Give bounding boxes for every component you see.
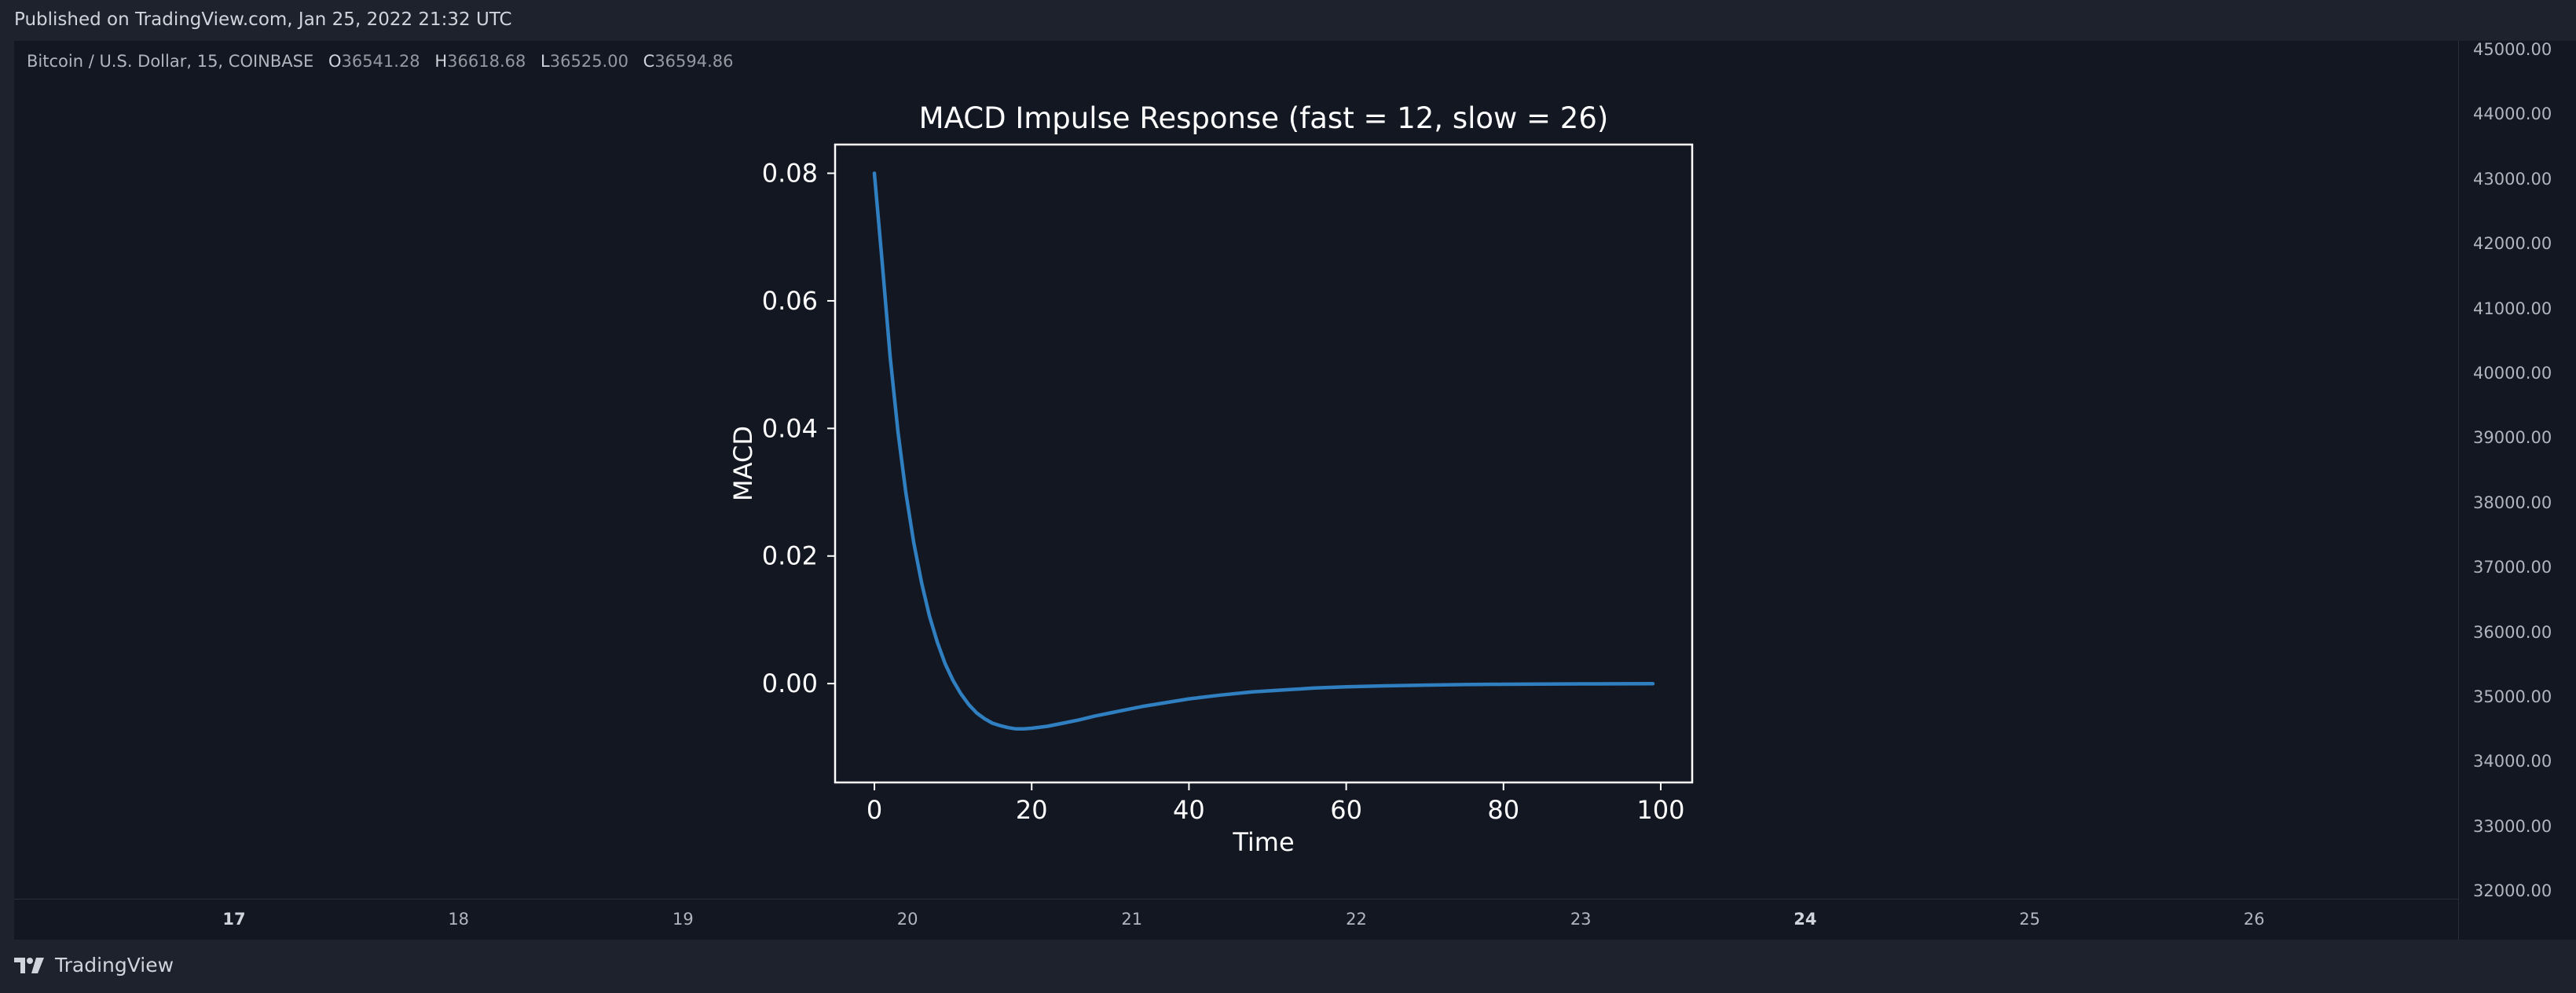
x-tick-label: 0 [867,795,882,825]
low-value: 36525.00 [549,52,628,71]
x-tick-label: 20 [1016,795,1048,825]
price-label: 33000.00 [2473,816,2552,836]
y-tick-label: 0.02 [762,541,818,571]
brand[interactable]: TradingView [13,954,174,977]
price-label: 37000.00 [2473,558,2552,577]
y-tick-label: 0.00 [762,669,818,698]
published-note: Published on TradingView.com, Jan 25, 20… [14,9,512,30]
date-label: 26 [2243,910,2265,929]
date-label: 20 [896,910,918,929]
price-label: 34000.00 [2473,752,2552,771]
x-tick-label: 60 [1330,795,1362,825]
price-label: 38000.00 [2473,493,2552,512]
price-label: 35000.00 [2473,687,2552,706]
price-label: 39000.00 [2473,428,2552,448]
date-label: 22 [1346,910,1367,929]
date-label: 17 [222,910,246,929]
time-axis[interactable] [14,899,2458,940]
x-tick-label: 40 [1173,795,1205,825]
symbol-name: Bitcoin / U.S. Dollar, 15, COINBASE [27,52,314,71]
close-value: 36594.86 [654,52,734,71]
price-label: 43000.00 [2473,169,2552,189]
date-label: 19 [672,910,694,929]
x-tick-label: 80 [1487,795,1519,825]
price-label: 45000.00 [2473,40,2552,59]
symbol-legend: Bitcoin / U.S. Dollar, 15, COINBASE O365… [27,52,734,71]
low-label: L [540,52,550,71]
price-label: 44000.00 [2473,104,2552,124]
tradingview-logo-icon [14,957,44,973]
brand-name: TradingView [55,954,174,977]
open-value: 36541.28 [341,52,420,71]
price-axis[interactable] [2458,41,2576,940]
top-bar: Published on TradingView.com, Jan 25, 20… [0,0,2576,41]
date-label: 21 [1121,910,1143,929]
date-label: 24 [1794,910,1817,929]
x-tick-label: 100 [1636,795,1684,825]
bottom-bar [0,940,2576,993]
y-tick-label: 0.04 [762,413,818,443]
price-label: 40000.00 [2473,364,2552,383]
y-axis-label: MACD [728,426,758,501]
date-label: 25 [2019,910,2040,929]
open-label: O [328,52,342,71]
date-label: 18 [448,910,470,929]
price-label: 42000.00 [2473,234,2552,254]
high-value: 36618.68 [447,52,526,71]
price-label: 41000.00 [2473,299,2552,318]
macd-series-line [872,171,1655,731]
price-label: 32000.00 [2473,881,2552,901]
x-axis-label: Time [1232,827,1294,857]
y-tick-label: 0.06 [762,286,818,316]
chart-title: MACD Impulse Response (fast = 12, slow =… [919,101,1609,135]
price-label: 36000.00 [2473,622,2552,642]
y-tick-label: 0.08 [762,159,818,189]
close-label: C [643,52,655,71]
high-label: H [434,52,448,71]
plot-frame [834,143,1694,784]
date-label: 23 [1570,910,1592,929]
